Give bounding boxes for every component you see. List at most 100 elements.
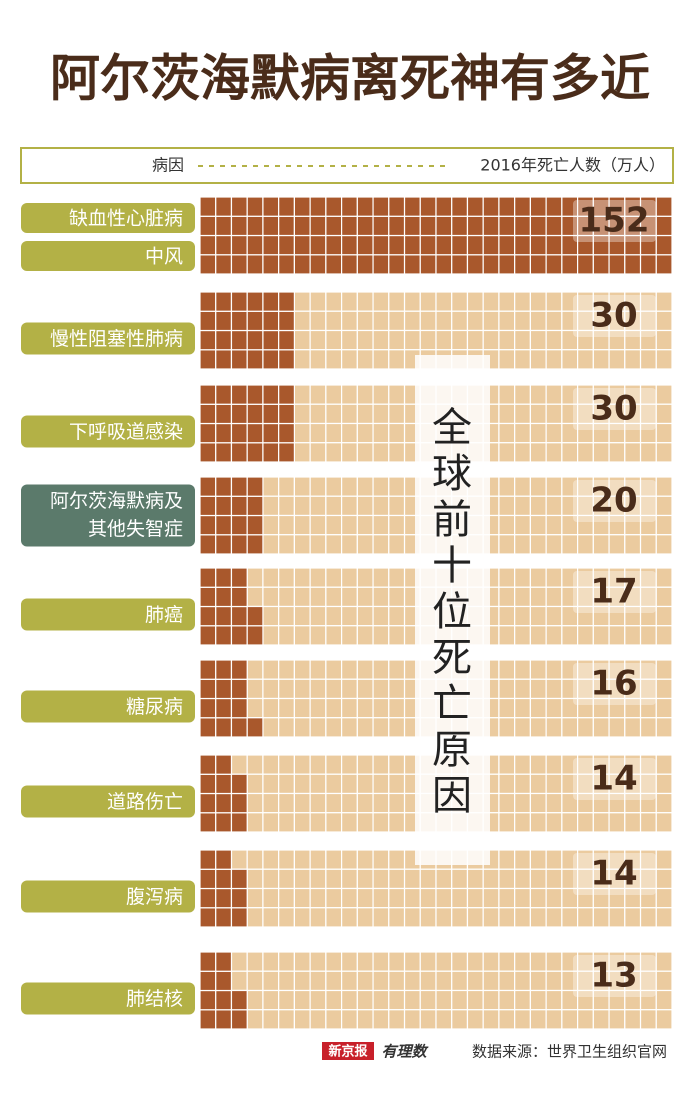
- empty-cell: [592, 442, 610, 463]
- empty-cell: [262, 754, 280, 775]
- empty-cell: [608, 349, 626, 370]
- empty-cell: [356, 586, 374, 608]
- value-label: 16: [590, 664, 637, 704]
- empty-cell: [278, 717, 295, 738]
- filled-cell: [199, 234, 217, 256]
- empty-cell: [372, 422, 390, 444]
- empty-cell: [388, 495, 406, 517]
- empty-cell: [246, 773, 264, 795]
- filled-cell: [356, 215, 374, 237]
- empty-cell: [246, 951, 264, 972]
- empty-cell: [403, 310, 421, 332]
- empty-cell: [655, 697, 673, 719]
- empty-cell: [293, 329, 311, 351]
- category-label: 缺血性心脏病: [69, 208, 183, 230]
- empty-cell: [529, 567, 547, 588]
- empty-cell: [293, 442, 311, 463]
- empty-cell: [592, 907, 610, 928]
- filled-cell: [451, 254, 469, 275]
- empty-cell: [655, 310, 673, 332]
- empty-cell: [624, 625, 642, 646]
- value-box: [573, 200, 656, 242]
- empty-cell: [325, 495, 343, 517]
- empty-cell: [309, 349, 327, 370]
- filled-cell: [215, 476, 233, 497]
- empty-cell: [498, 868, 516, 890]
- column-name: 有理数: [381, 1043, 429, 1061]
- empty-cell: [545, 970, 563, 992]
- filled-cell: [215, 697, 233, 719]
- filled-cell: [230, 291, 248, 312]
- filled-cell: [199, 567, 217, 588]
- filled-cell: [545, 215, 563, 237]
- empty-cell: [514, 495, 532, 517]
- empty-cell: [419, 907, 437, 928]
- filled-cell: [341, 196, 358, 217]
- empty-cell: [466, 868, 484, 890]
- empty-cell: [545, 586, 563, 608]
- filled-cell: [230, 254, 248, 275]
- empty-cell: [435, 310, 453, 332]
- empty-cell: [498, 567, 516, 588]
- empty-cell: [388, 1009, 406, 1030]
- empty-cell: [262, 970, 280, 992]
- empty-cell: [466, 951, 484, 972]
- category-label: 道路伤亡: [107, 791, 183, 813]
- empty-cell: [309, 403, 327, 425]
- empty-cell: [325, 792, 343, 814]
- value-box: [573, 295, 656, 337]
- empty-cell: [325, 349, 343, 370]
- empty-cell: [514, 773, 532, 795]
- empty-cell: [419, 310, 437, 332]
- empty-cell: [498, 329, 516, 351]
- filled-cell: [529, 254, 547, 275]
- empty-cell: [309, 907, 327, 928]
- filled-cell: [278, 215, 295, 237]
- empty-cell: [576, 534, 594, 555]
- empty-cell: [498, 907, 516, 928]
- empty-cell: [356, 567, 374, 588]
- empty-cell: [278, 951, 295, 972]
- header-left: 病因: [152, 156, 184, 175]
- empty-cell: [293, 514, 311, 536]
- empty-cell: [356, 868, 374, 890]
- empty-cell: [545, 907, 563, 928]
- empty-cell: [372, 951, 390, 972]
- filled-cell: [498, 254, 516, 275]
- empty-cell: [278, 792, 295, 814]
- empty-cell: [372, 534, 390, 555]
- empty-cell: [278, 586, 295, 608]
- label-pill: [21, 880, 195, 913]
- empty-cell: [482, 970, 500, 992]
- empty-cell: [341, 567, 358, 588]
- empty-cell: [293, 476, 311, 497]
- empty-cell: [514, 422, 532, 444]
- empty-cell: [451, 329, 469, 351]
- filled-cell: [435, 215, 453, 237]
- empty-cell: [325, 605, 343, 627]
- filled-cell: [466, 196, 484, 217]
- empty-cell: [309, 868, 327, 890]
- empty-cell: [498, 384, 516, 405]
- filled-cell: [199, 773, 217, 795]
- empty-cell: [356, 849, 374, 870]
- empty-cell: [529, 951, 547, 972]
- empty-cell: [372, 659, 390, 680]
- filled-cell: [215, 951, 233, 972]
- value-box: [573, 758, 656, 800]
- empty-cell: [529, 659, 547, 680]
- filled-cell: [215, 907, 233, 928]
- filled-cell: [435, 196, 453, 217]
- category-label: 下呼吸道感染: [69, 421, 183, 443]
- empty-cell: [655, 849, 673, 870]
- label-pill: [21, 322, 195, 355]
- empty-cell: [419, 951, 437, 972]
- empty-cell: [545, 659, 563, 680]
- empty-cell: [435, 951, 453, 972]
- empty-cell: [419, 989, 437, 1011]
- filled-cell: [325, 234, 343, 256]
- empty-cell: [262, 773, 280, 795]
- empty-cell: [498, 349, 516, 370]
- filled-cell: [246, 422, 264, 444]
- empty-cell: [293, 422, 311, 444]
